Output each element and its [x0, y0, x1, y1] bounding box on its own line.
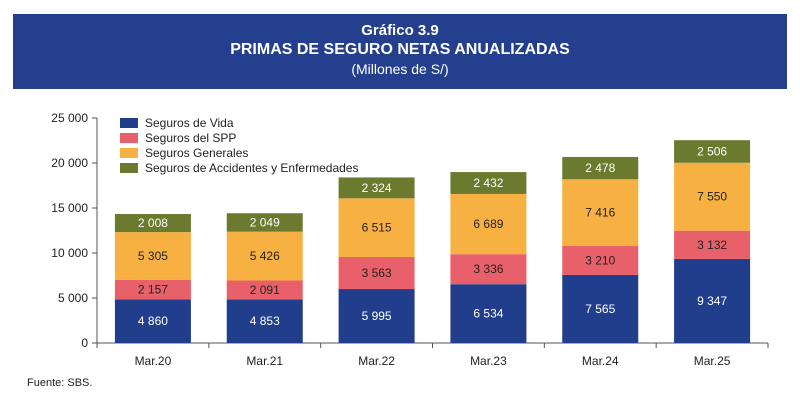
- bar-segment: [114, 232, 191, 280]
- bar-segment: [674, 162, 751, 231]
- legend-swatch: [120, 118, 138, 128]
- data-label: 2 478: [585, 161, 615, 175]
- y-tick-label: 25 000: [51, 111, 88, 125]
- data-label: 2 049: [250, 215, 280, 229]
- y-tick-label: 0: [81, 336, 88, 350]
- bar-segment: [674, 140, 751, 163]
- legend-swatch: [120, 163, 138, 173]
- bar-segment: [450, 254, 527, 285]
- data-label: 2 506: [697, 144, 727, 158]
- x-tick-label: Mar.22: [358, 354, 395, 368]
- x-tick-label: Mar.24: [582, 354, 619, 368]
- data-label: 9 347: [697, 294, 727, 308]
- y-tick-label: 10 000: [51, 246, 88, 260]
- bar-segment: [562, 179, 639, 247]
- bar-segment: [338, 256, 415, 290]
- y-tick-label: 15 000: [51, 201, 88, 215]
- bar-segment: [674, 230, 751, 259]
- data-label: 3 336: [473, 262, 503, 276]
- x-tick-label: Mar.20: [135, 354, 172, 368]
- data-label: 4 860: [138, 314, 168, 328]
- chart-subtitle: (Millones de S/): [351, 61, 449, 77]
- bar-segment: [114, 214, 191, 233]
- bar-segment: [114, 299, 191, 343]
- legend-label: Seguros Generales: [145, 146, 248, 160]
- x-tick-label: Mar.25: [694, 354, 731, 368]
- chart-number: Gráfico 3.9: [361, 22, 439, 39]
- chart-header: Gráfico 3.9 PRIMAS DE SEGURO NETAS ANUAL…: [13, 14, 787, 89]
- bar-segment: [450, 284, 527, 343]
- bar-segment: [450, 172, 527, 194]
- data-label: 3 132: [697, 238, 727, 252]
- bar-segment: [226, 213, 303, 232]
- data-label: 4 853: [250, 314, 280, 328]
- data-label: 6 689: [473, 217, 503, 231]
- data-label: 5 995: [362, 309, 392, 323]
- data-label: 2 324: [362, 181, 392, 195]
- data-label: 5 426: [250, 249, 280, 263]
- bar-segment: [562, 274, 639, 343]
- bar-segment: [338, 198, 415, 257]
- legend-label: Seguros del SPP: [145, 131, 236, 145]
- data-label: 6 515: [362, 221, 392, 235]
- legend-label: Seguros de Vida: [145, 116, 234, 130]
- source-note: Fuente: SBS.: [27, 377, 93, 389]
- bar-segment: [226, 280, 303, 300]
- data-label: 2 157: [138, 283, 168, 297]
- bar-segment: [226, 231, 303, 281]
- bar-segment: [338, 177, 415, 199]
- data-label: 2 091: [250, 283, 280, 297]
- bar-segment: [450, 193, 527, 255]
- bar-segment: [226, 299, 303, 343]
- data-label: 7 565: [585, 302, 615, 316]
- bar-segment: [562, 246, 639, 275]
- data-label: 2 432: [473, 176, 503, 190]
- legend-swatch: [120, 133, 138, 143]
- legend-swatch: [120, 148, 138, 158]
- data-label: 3 210: [585, 253, 615, 267]
- data-label: 7 550: [697, 190, 727, 204]
- y-tick-label: 20 000: [51, 156, 88, 170]
- data-label: 3 563: [362, 266, 392, 280]
- data-label: 2 008: [138, 216, 168, 230]
- x-tick-label: Mar.21: [246, 354, 283, 368]
- bar-segment: [114, 279, 191, 300]
- bar-segment: [562, 156, 639, 180]
- data-label: 5 305: [138, 249, 168, 263]
- x-tick-label: Mar.23: [470, 354, 507, 368]
- legend-label: Seguros de Accidentes y Enfermedades: [145, 161, 358, 175]
- bar-segment: [674, 258, 751, 343]
- chart-title: PRIMAS DE SEGURO NETAS ANUALIZADAS: [230, 41, 570, 58]
- data-label: 6 534: [473, 307, 503, 321]
- data-label: 7 416: [585, 206, 615, 220]
- bar-segment: [338, 289, 415, 343]
- y-tick-label: 5 000: [58, 291, 88, 305]
